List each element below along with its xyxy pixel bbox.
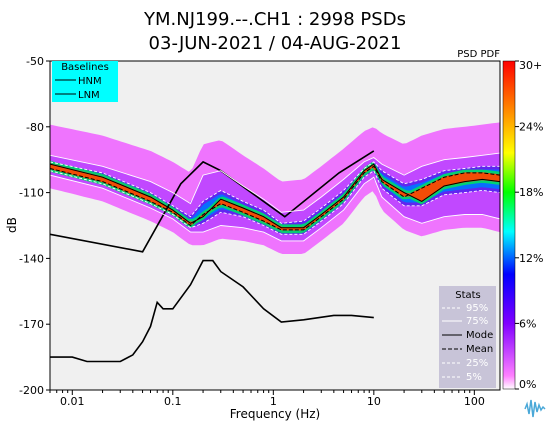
density-band-5 [50, 163, 500, 231]
stats-entry-25: 25% [466, 358, 488, 369]
stats-legend: Stats 95% 75% Mode Mean 25% 5% [439, 286, 496, 388]
waveform-logo-icon [523, 397, 547, 421]
stats-entry-mode: Mode [466, 330, 493, 341]
y-tick-label: -80 [26, 121, 44, 134]
psd-density-cloud [50, 122, 500, 255]
colorbar [502, 60, 516, 390]
stats-entry-5: 5% [466, 372, 482, 383]
series-line-mean [50, 165, 500, 231]
baselines-legend: Baselines HNM LNM [52, 61, 118, 102]
legend-entry-hnm: HNM [78, 76, 102, 87]
density-band-0 [50, 122, 500, 255]
x-axis: 0.01 0.1 1 10 100 [49, 390, 485, 408]
colorbar-tick-label: 18% [519, 186, 543, 199]
stats-entry-95: 95% [466, 303, 488, 314]
series-line-mode [50, 163, 500, 229]
y-tick-label: -140 [19, 252, 44, 265]
series-line-5pct [50, 174, 500, 242]
y-tick-label: -50 [26, 55, 44, 68]
baselines-legend-bg [52, 61, 118, 102]
colorbar-tick-label: 12% [519, 252, 543, 265]
y-axis: -50 -80 -110 -140 -170 -200 [19, 55, 50, 397]
colorbar-tick-label: 30+ [519, 59, 542, 72]
x-tick-label: 0.1 [164, 395, 182, 408]
stats-legend-title: Stats [455, 290, 481, 301]
x-tick-label: 1 [270, 395, 277, 408]
stats-entry-mean: Mean [466, 344, 493, 355]
x-tick-label: 100 [464, 395, 485, 408]
legend-entry-lnm: LNM [78, 90, 100, 101]
colorbar-ticks: 30+ 24% 18% 12% 6% 0% [515, 59, 543, 391]
y-tick-label: -200 [19, 384, 44, 397]
plot-frame [49, 60, 501, 391]
baselines-legend-title: Baselines [61, 62, 109, 73]
colorbar-tick-label: 0% [519, 378, 536, 391]
x-axis-label: Frequency (Hz) [230, 407, 321, 421]
y-tick-label: -110 [19, 187, 44, 200]
series-line-25pct [50, 170, 500, 235]
x-tick-label: 0.01 [60, 395, 85, 408]
colorbar-title: PSD PDF [457, 49, 500, 60]
stats-entry-75: 75% [466, 316, 488, 327]
series-line-95pct [50, 152, 500, 213]
colorbar-tick-label: 6% [519, 317, 536, 330]
series-line-hnm [50, 150, 375, 253]
x-tick-label: 10 [367, 395, 381, 408]
y-axis-label: dB [5, 217, 19, 233]
stats-legend-bg [439, 286, 496, 388]
y-tick-label: -170 [19, 318, 44, 331]
chart-title: YM.NJ199.--.CH1 : 2998 PSDs [143, 9, 406, 30]
series-line-75pct [50, 161, 500, 224]
series-line-lnm [50, 259, 374, 363]
series-layer [50, 150, 500, 363]
chart-subtitle: 03-JUN-2021 / 04-AUG-2021 [149, 33, 402, 54]
colorbar-tick-label: 24% [519, 121, 543, 134]
